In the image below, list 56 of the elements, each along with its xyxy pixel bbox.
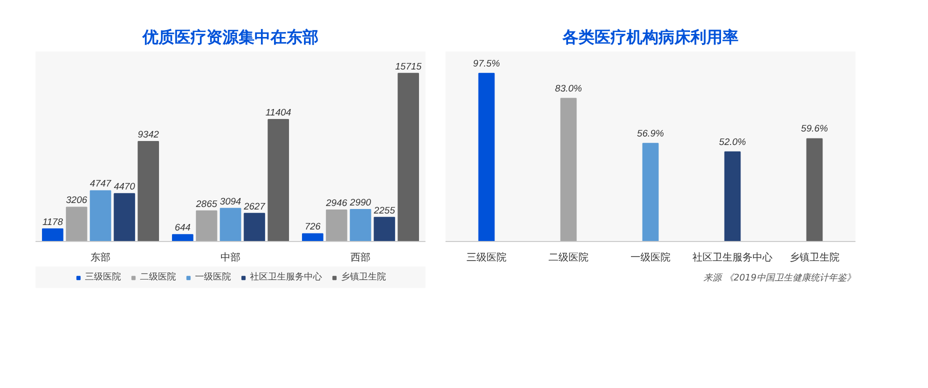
chart-title: 优质医疗资源集中在东部 bbox=[142, 28, 318, 46]
data-label: 3094 bbox=[220, 196, 242, 208]
bar bbox=[374, 216, 396, 242]
data-label: 9342 bbox=[138, 130, 160, 141]
x-tick-label: 三级医院 bbox=[466, 252, 506, 264]
x-tick-label: 西部 bbox=[350, 252, 370, 264]
x-tick-label: 二级医院 bbox=[548, 252, 588, 264]
bar bbox=[90, 190, 112, 242]
bar bbox=[724, 151, 741, 242]
data-label: 11404 bbox=[265, 107, 292, 118]
data-label: 1178 bbox=[42, 216, 64, 228]
x-tick-label: 乡镇卫生院 bbox=[790, 252, 840, 264]
data-label: 2255 bbox=[372, 205, 396, 216]
source-note: 来源 《2019中国卫生健康统计年鉴》 bbox=[704, 272, 856, 284]
data-label: 3206 bbox=[66, 195, 88, 206]
bar bbox=[196, 210, 218, 242]
data-label: 83.0% bbox=[555, 83, 583, 94]
data-label: 644 bbox=[174, 222, 191, 234]
legend-label: 乡镇卫生院 bbox=[341, 271, 386, 284]
bar bbox=[350, 209, 372, 242]
bar bbox=[268, 118, 290, 242]
data-label: 52.0% bbox=[719, 136, 747, 148]
bar bbox=[244, 212, 266, 242]
bar bbox=[326, 209, 348, 242]
data-label: 4470 bbox=[114, 182, 136, 193]
x-tick-label: 东部 bbox=[90, 252, 110, 264]
x-tick-label: 一级医院 bbox=[630, 252, 670, 264]
bar bbox=[302, 233, 324, 242]
data-label: 56.9% bbox=[637, 128, 665, 140]
bar bbox=[398, 72, 420, 242]
bar bbox=[560, 98, 577, 242]
chart-title: 各类医疗机构病床利用率 bbox=[562, 28, 738, 46]
data-label: 726 bbox=[304, 222, 322, 233]
bar bbox=[114, 193, 136, 242]
bar bbox=[220, 208, 242, 242]
bar bbox=[66, 206, 88, 242]
legend-label: 一级医院 bbox=[195, 271, 231, 284]
data-label: 97.5% bbox=[473, 58, 501, 70]
data-label: 2990 bbox=[348, 198, 372, 209]
legend-label: 社区卫生服务中心 bbox=[250, 271, 322, 284]
data-label: 2946 bbox=[325, 198, 348, 209]
data-label: 2627 bbox=[242, 201, 266, 212]
legend-label: 三级医院 bbox=[85, 271, 121, 284]
data-label: 4747 bbox=[90, 178, 112, 190]
x-tick-label: 社区卫生服务中心 bbox=[692, 252, 772, 264]
bar bbox=[172, 234, 194, 242]
data-label: 15715 bbox=[395, 61, 422, 72]
legend-label: 二级医院 bbox=[140, 271, 176, 284]
bar bbox=[806, 138, 823, 242]
x-tick-label: 中部 bbox=[220, 252, 240, 264]
bar bbox=[478, 72, 495, 242]
data-label: 2865 bbox=[195, 198, 218, 210]
bar bbox=[642, 142, 659, 242]
data-label: 59.6% bbox=[801, 124, 829, 135]
bar bbox=[42, 228, 64, 242]
bar bbox=[138, 141, 160, 242]
